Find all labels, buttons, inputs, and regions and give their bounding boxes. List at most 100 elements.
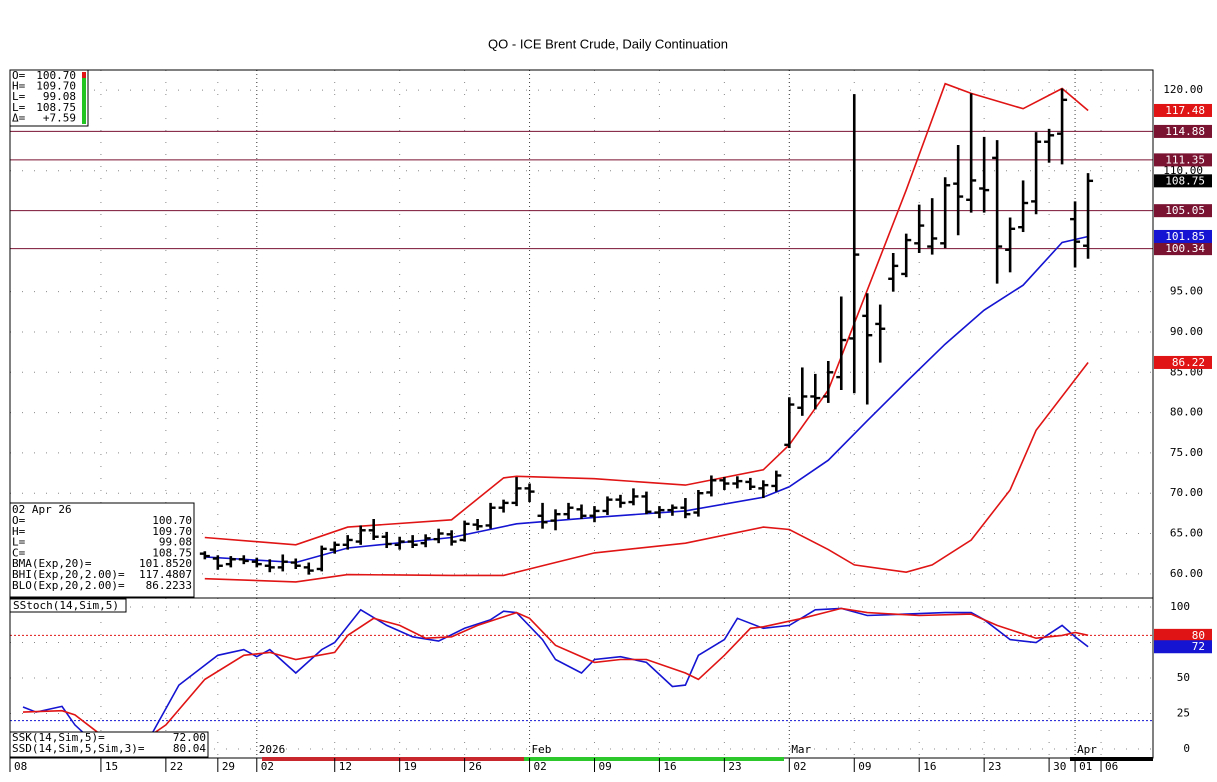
stoch-window-value: 72.00 (173, 731, 206, 744)
data-window-label: L= (12, 536, 26, 549)
y-tick-label: 95.00 (1170, 285, 1203, 298)
quote-value: 109.70 (36, 80, 76, 93)
quote-box (9, 69, 89, 127)
x-tick-label: 02 (793, 760, 806, 773)
stoch-window-value: 80.04 (173, 742, 206, 755)
data-window-date: 02 Apr 26 (12, 503, 72, 516)
month-label: 2026 (259, 743, 286, 756)
end-label-text: 101.85 (1165, 230, 1205, 243)
stoch-label-box (9, 598, 127, 613)
month-label: Feb (532, 743, 552, 756)
month-strip (262, 757, 524, 761)
end-label-text: 86.22 (1172, 356, 1205, 369)
data-window-value: 86.2233 (146, 579, 192, 592)
y-tick-label: 90.00 (1170, 325, 1203, 338)
quote-meter-top (82, 72, 86, 78)
end-label-box (1154, 640, 1212, 654)
x-tick-label: 02 (534, 760, 547, 773)
end-label-box (1154, 229, 1212, 243)
x-tick-label: 22 (170, 760, 183, 773)
x-tick-label: 12 (339, 760, 352, 773)
x-tick-label: 19 (404, 760, 417, 773)
level-label-box (1154, 124, 1212, 138)
data-window-value: 109.70 (152, 525, 192, 538)
month-strip (1070, 757, 1153, 761)
data-window-label: H= (12, 525, 26, 538)
data-window-label: BLO(Exp,20,2.00)= (12, 579, 125, 592)
line-series (22, 607, 1089, 753)
y-tick-label: 50 (1177, 671, 1190, 684)
level-label-box (1154, 204, 1212, 218)
x-tick-label: 08 (14, 760, 27, 773)
quote-value: +7.59 (43, 111, 76, 124)
data-window-value: 99.08 (159, 536, 192, 549)
level-label-text: 105.05 (1165, 204, 1205, 217)
y-tick-label: 25 (1177, 707, 1190, 720)
end-label-text: 80 (1192, 629, 1205, 642)
quote-value: 108.75 (36, 101, 76, 114)
y-tick-label: 80.00 (1170, 406, 1203, 419)
end-label-box (1154, 628, 1212, 642)
quote-value: 99.08 (43, 90, 76, 103)
data-window-value: 117.4807 (139, 568, 192, 581)
end-label-box (1154, 103, 1212, 117)
marks-layer (22, 82, 1094, 753)
x-tick-label: 16 (923, 760, 936, 773)
line-series (204, 82, 1089, 546)
quote-label: O= (12, 69, 26, 82)
month-label: Mar (791, 743, 811, 756)
data-window-value: 101.8520 (139, 557, 192, 570)
quote-label: L= (12, 90, 26, 103)
end-label-text: 108.75 (1165, 174, 1205, 187)
quote-value: 100.70 (36, 69, 76, 82)
line-series (22, 607, 1089, 750)
quote-label: H= (12, 80, 26, 93)
data-window-label: O= (12, 514, 26, 527)
data-window-value: 108.75 (152, 546, 192, 559)
level-label-box (1154, 153, 1212, 167)
chart-title: QO - ICE Brent Crude, Daily Continuation (488, 36, 728, 51)
y-tick-label: 60.00 (1170, 567, 1203, 580)
x-tick-label: 01 (1079, 760, 1092, 773)
y-tick-label: 110.00 (1163, 164, 1203, 177)
month-strip (524, 757, 784, 761)
x-tick-label: 15 (105, 760, 118, 773)
month-label: Apr (1077, 743, 1097, 756)
end-label-box (1154, 174, 1212, 188)
quote-label: L= (12, 101, 26, 114)
y-tick-label: 120.00 (1163, 83, 1203, 96)
data-window-label: BMA(Exp,20)= (12, 557, 92, 570)
line-series (204, 362, 1089, 583)
x-tick-label: 23 (728, 760, 741, 773)
level-label-text: 100.34 (1165, 242, 1205, 255)
y-tick-label: 75.00 (1170, 446, 1203, 459)
level-label-text: 114.88 (1165, 125, 1205, 138)
end-label-box (1154, 355, 1212, 369)
end-label-text: 117.48 (1165, 104, 1205, 117)
x-tick-label: 02 (261, 760, 274, 773)
x-tick-label: 26 (469, 760, 482, 773)
grid-layer: 60.0065.0070.0075.0080.0085.0090.0095.00… (9, 70, 1203, 758)
data-window-label: C= (12, 546, 26, 559)
y-tick-label: 70.00 (1170, 486, 1203, 499)
end-label-text: 72 (1192, 640, 1205, 653)
x-tick-label: 23 (988, 760, 1001, 773)
x-tick-label: 29 (222, 760, 235, 773)
stoch-window-label: SSD(14,Sim,5,Sim,3)= (12, 742, 145, 755)
x-tick-label: 09 (598, 760, 611, 773)
quote-label: Δ= (12, 111, 26, 124)
x-tick-label: 09 (858, 760, 871, 773)
data-window-label: BHI(Exp,20,2.00)= (12, 568, 125, 581)
stoch-window-label: SSK(14,Sim,5)= (12, 731, 105, 744)
x-tick-label: 16 (663, 760, 676, 773)
data-window-value: 100.70 (152, 514, 192, 527)
x-tick-label: 06 (1105, 760, 1118, 773)
level-label-box (1154, 242, 1212, 256)
y-tick-label: 100 (1170, 600, 1190, 613)
y-tick-label: 65.00 (1170, 527, 1203, 540)
data-window (9, 502, 195, 598)
x-tick-label: 30 (1053, 760, 1066, 773)
labels-layer: 08 15 22 29 02 12 19 26 02 09 16 23 02 09 16 23 30 01 06 20… (9, 69, 1212, 773)
